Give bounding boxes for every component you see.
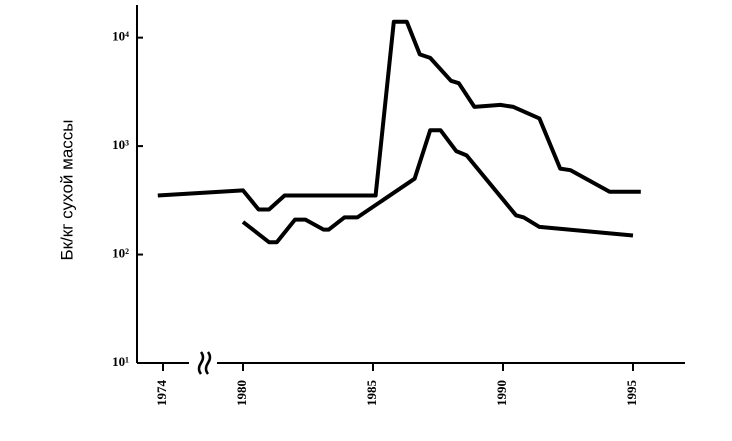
y-tick-label: 10³ (112, 137, 129, 152)
break-mark (204, 351, 212, 375)
y-tick-label: 10¹ (112, 354, 129, 369)
y-tick-label: 10² (112, 246, 129, 261)
y-tick-label: 10⁴ (112, 29, 129, 44)
x-tick-label: 1995 (624, 380, 639, 407)
series-line (157, 19, 641, 212)
y-axis-label: Бк/кг сухой массы (57, 119, 76, 260)
x-tick-label: 1980 (234, 380, 249, 406)
break-mark (197, 351, 205, 375)
axis-break (197, 351, 212, 375)
series-line (241, 128, 634, 245)
x-tick-label: 1974 (154, 380, 169, 407)
x-tick-label: 1985 (364, 380, 379, 407)
x-tick-label: 1990 (494, 380, 509, 406)
